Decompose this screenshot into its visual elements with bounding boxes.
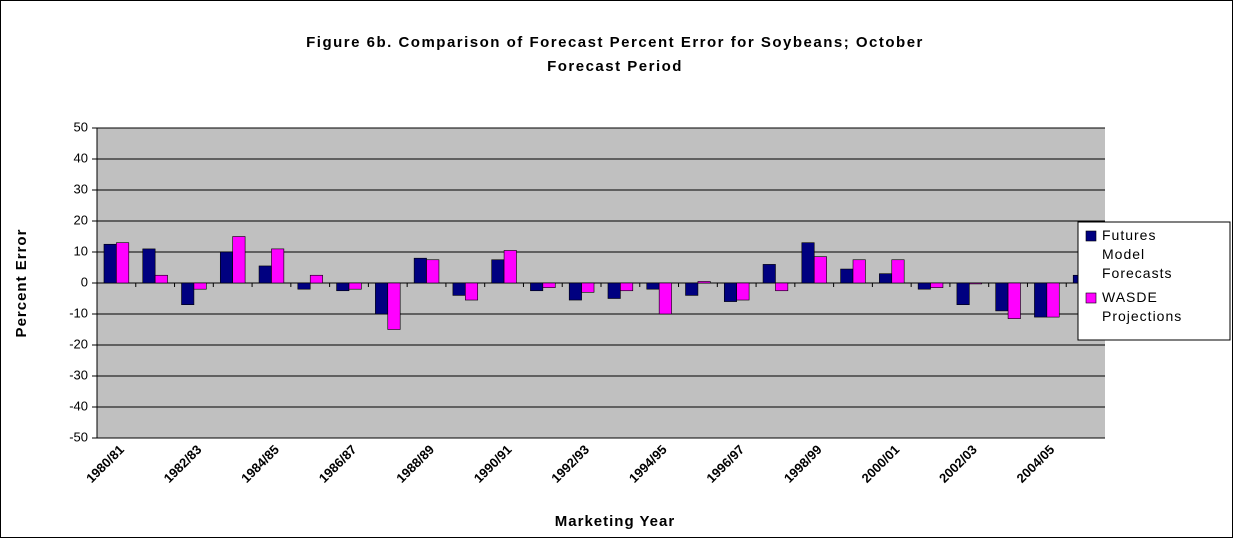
bar: [193, 282, 207, 290]
bar: [568, 282, 582, 301]
bar: [607, 282, 621, 299]
bar: [181, 282, 195, 306]
y-tick-label: 0: [81, 274, 88, 289]
bar: [232, 236, 246, 284]
bar: [375, 282, 389, 315]
y-tick-label: 40: [74, 150, 88, 165]
bar: [503, 250, 517, 284]
bar: [723, 282, 737, 302]
bar: [426, 259, 440, 284]
bar: [620, 282, 634, 292]
bar: [852, 259, 866, 284]
y-tick-label: 50: [74, 119, 88, 134]
chart-title: Figure 6b. Comparison of Forecast Percen…: [306, 34, 924, 51]
x-axis-title: Marketing Year: [555, 513, 675, 530]
y-tick-label: -10: [69, 305, 88, 320]
bar: [581, 282, 595, 293]
bar: [348, 282, 362, 290]
legend-box: [1077, 221, 1231, 341]
bar: [879, 273, 893, 284]
legend-label: WASDE Projections: [1102, 289, 1182, 324]
bar: [116, 242, 130, 284]
bar: [219, 251, 233, 284]
bar: [658, 282, 672, 315]
bar: [813, 256, 827, 284]
bar: [736, 282, 750, 301]
legend-swatch: [1085, 230, 1097, 242]
bar: [271, 248, 285, 284]
bar: [154, 274, 168, 284]
y-tick-label: 10: [74, 243, 88, 258]
bar: [413, 257, 427, 284]
legend-swatch: [1085, 292, 1097, 304]
bar: [491, 259, 505, 284]
bar: [309, 274, 323, 284]
bar: [387, 282, 401, 330]
y-tick-label: -50: [69, 429, 88, 444]
y-axis-title: Percent Error: [13, 229, 30, 338]
bar: [1046, 282, 1060, 318]
bar: [297, 282, 311, 290]
bar: [1034, 282, 1048, 318]
bar: [530, 282, 544, 292]
bar: [930, 282, 944, 288]
y-tick-label: 20: [74, 212, 88, 227]
bar: [1007, 282, 1021, 319]
bar: [801, 242, 815, 284]
bar: [258, 265, 272, 284]
legend-label: Futures Model Forecasts: [1102, 227, 1172, 281]
bar: [762, 264, 776, 284]
bar: [142, 248, 156, 284]
bar: [697, 281, 711, 284]
bar: [336, 282, 350, 292]
bar: [917, 282, 931, 290]
y-tick-label: -20: [69, 336, 88, 351]
bar: [685, 282, 699, 296]
chart-subtitle: Forecast Period: [547, 58, 683, 75]
y-tick-label: -30: [69, 367, 88, 382]
bar: [969, 282, 983, 285]
bar: [956, 282, 970, 306]
bar: [775, 282, 789, 292]
bar: [465, 282, 479, 301]
y-tick-label: 30: [74, 181, 88, 196]
bar: [891, 259, 905, 284]
bar: [103, 243, 117, 284]
bar: [840, 268, 854, 284]
bar: [542, 282, 556, 288]
bar: [995, 282, 1009, 312]
y-tick-label: -40: [69, 398, 88, 413]
bar: [646, 282, 660, 290]
bar: [452, 282, 466, 296]
